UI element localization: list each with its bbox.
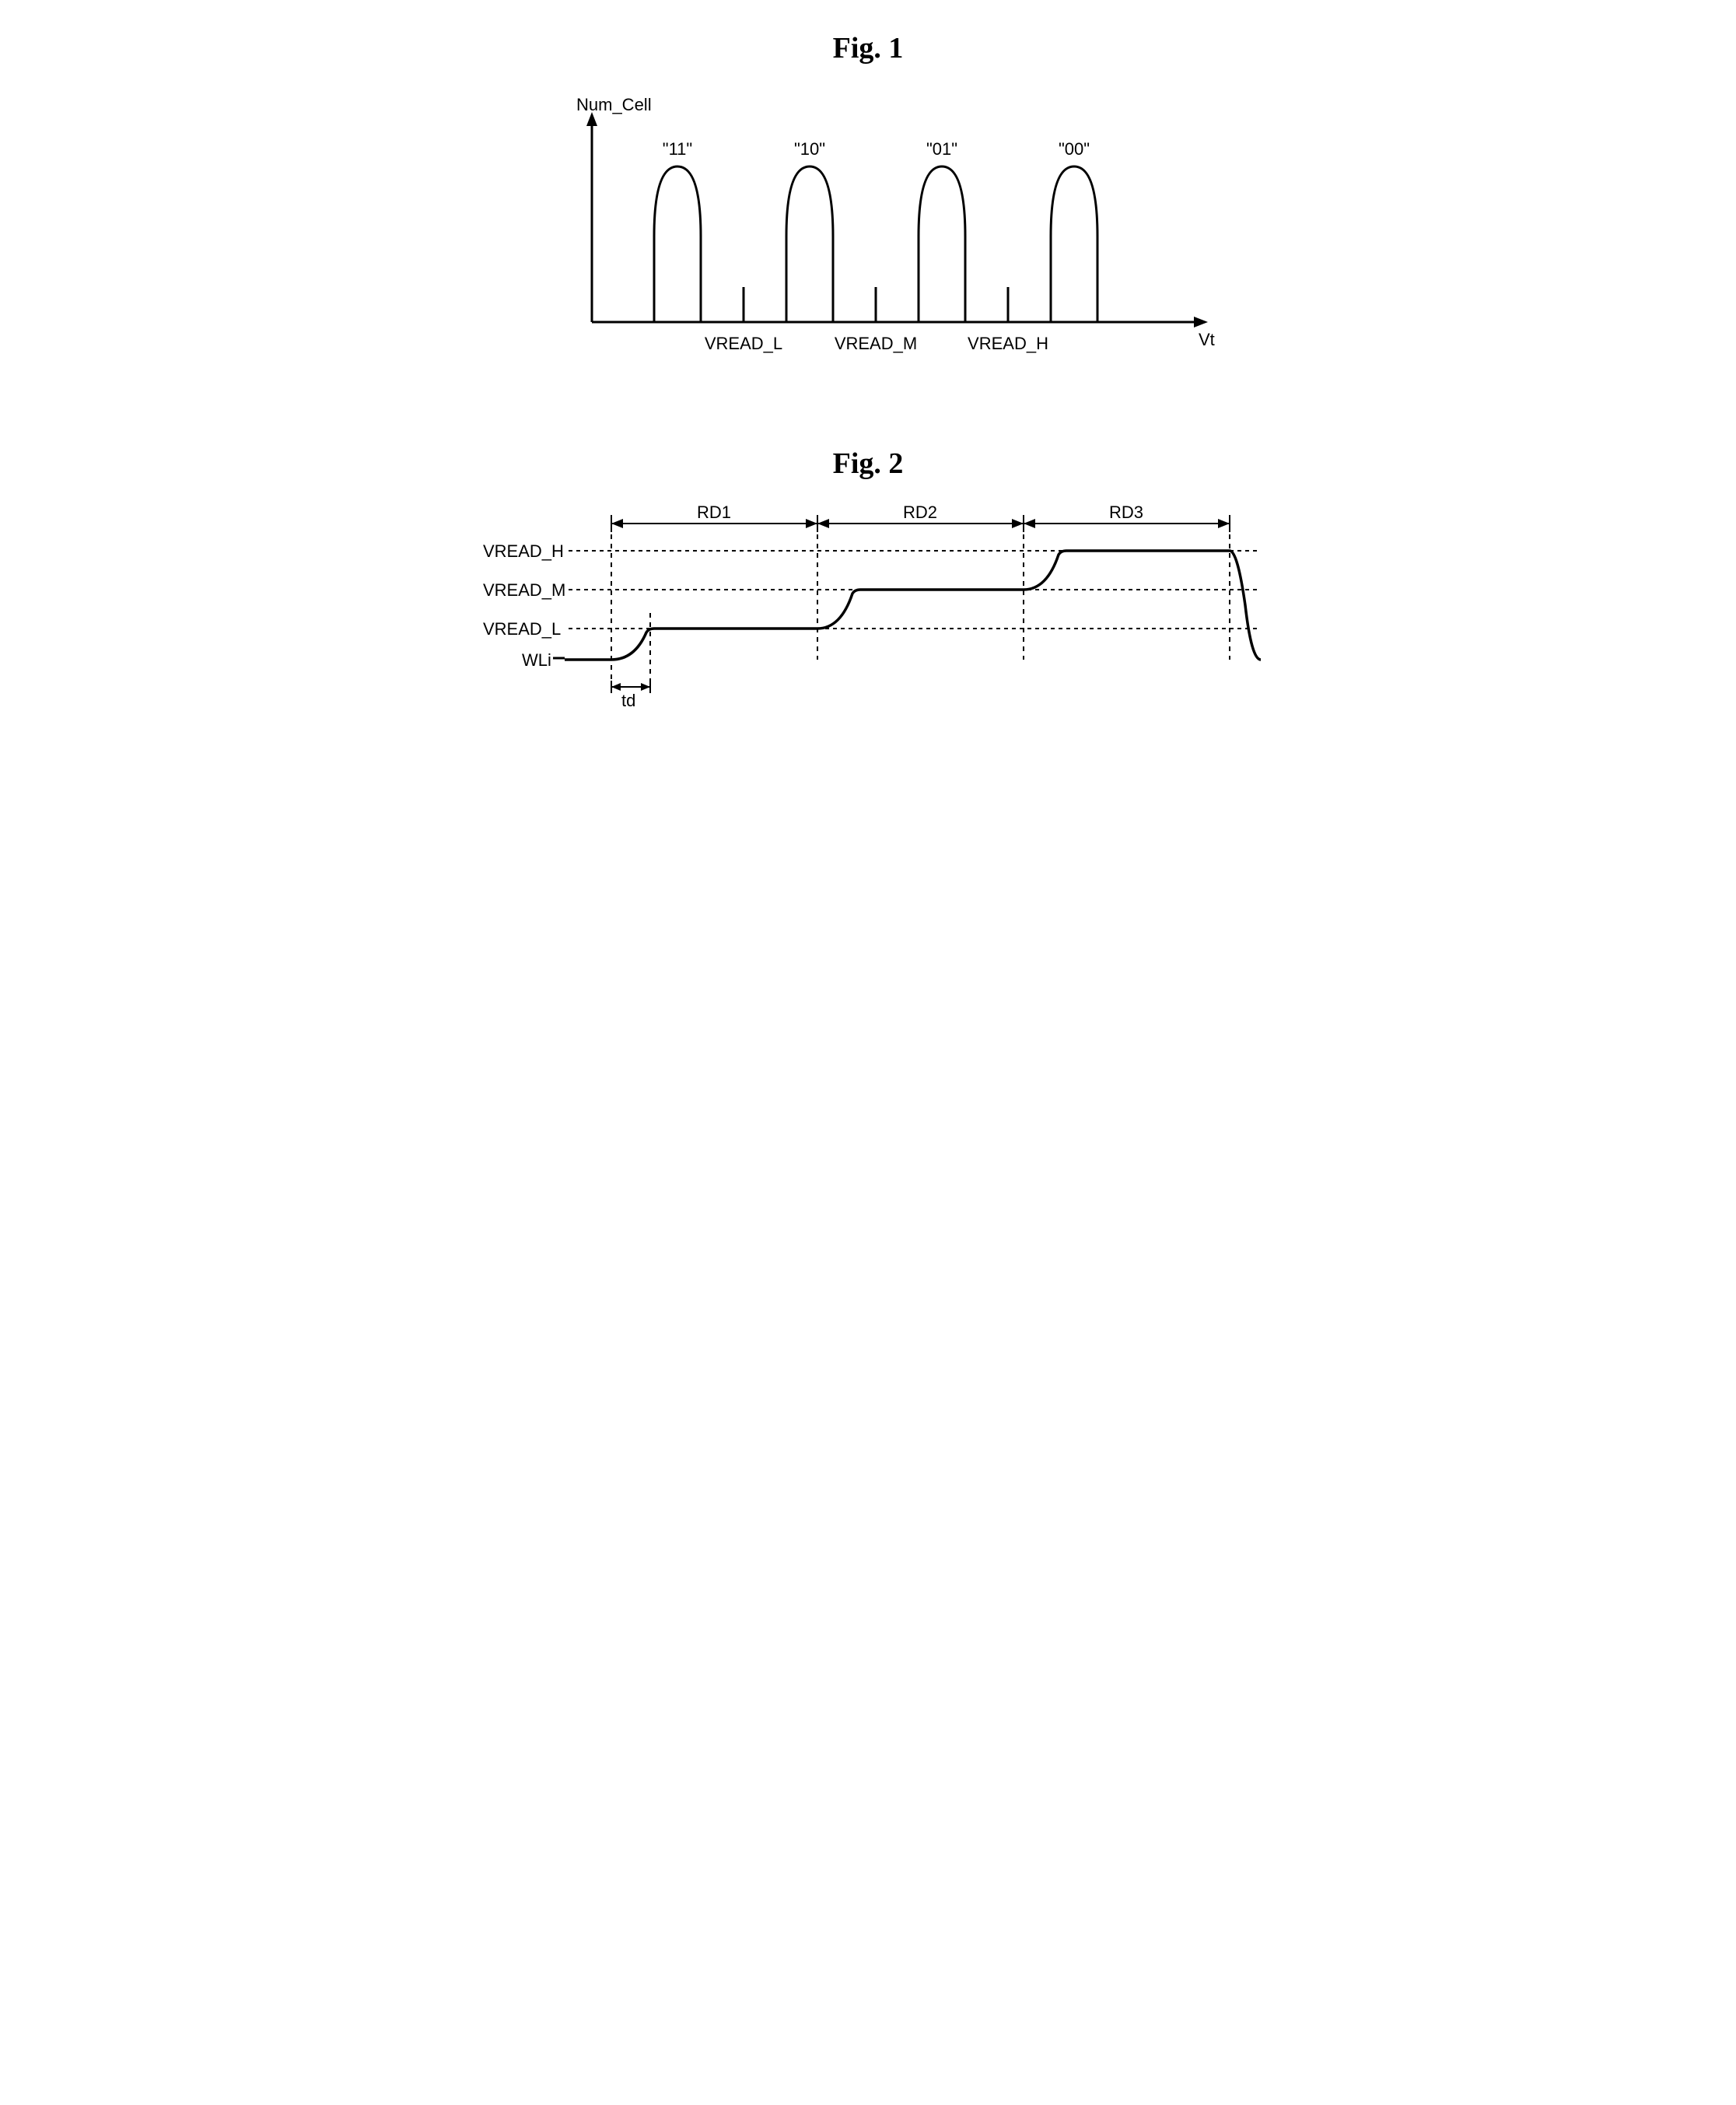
fig1-x-label: Vt: [1199, 330, 1215, 349]
vread-m-level-label: VREAD_M: [483, 580, 565, 600]
state-01-label: "01": [926, 139, 957, 159]
state-10-label: "10": [794, 139, 825, 159]
fig1-chart: Num_Cell Vt "11" "10" "01" "00" VREAD_L …: [499, 89, 1237, 377]
wli-label: WLi: [522, 650, 551, 670]
fig2-chart: VREAD_H VREAD_M VREAD_L WLi RD1 RD2 RD3: [460, 504, 1276, 714]
vread-l-level-label: VREAD_L: [483, 619, 561, 639]
state-00-label: "00": [1059, 139, 1090, 159]
fig2-title: Fig. 2: [440, 447, 1296, 481]
vread-h-label: VREAD_H: [968, 334, 1048, 353]
state-11-label: "11": [663, 139, 692, 159]
vread-m-label: VREAD_M: [835, 334, 917, 353]
fig1-y-label: Num_Cell: [576, 95, 652, 114]
fig1-title: Fig. 1: [440, 31, 1296, 65]
rd3-label: RD3: [1109, 504, 1143, 522]
rd1-label: RD1: [697, 504, 731, 522]
rd2-label: RD2: [903, 504, 937, 522]
vread-l-label: VREAD_L: [705, 334, 782, 353]
td-label: td: [621, 691, 635, 710]
vread-h-level-label: VREAD_H: [483, 541, 564, 561]
